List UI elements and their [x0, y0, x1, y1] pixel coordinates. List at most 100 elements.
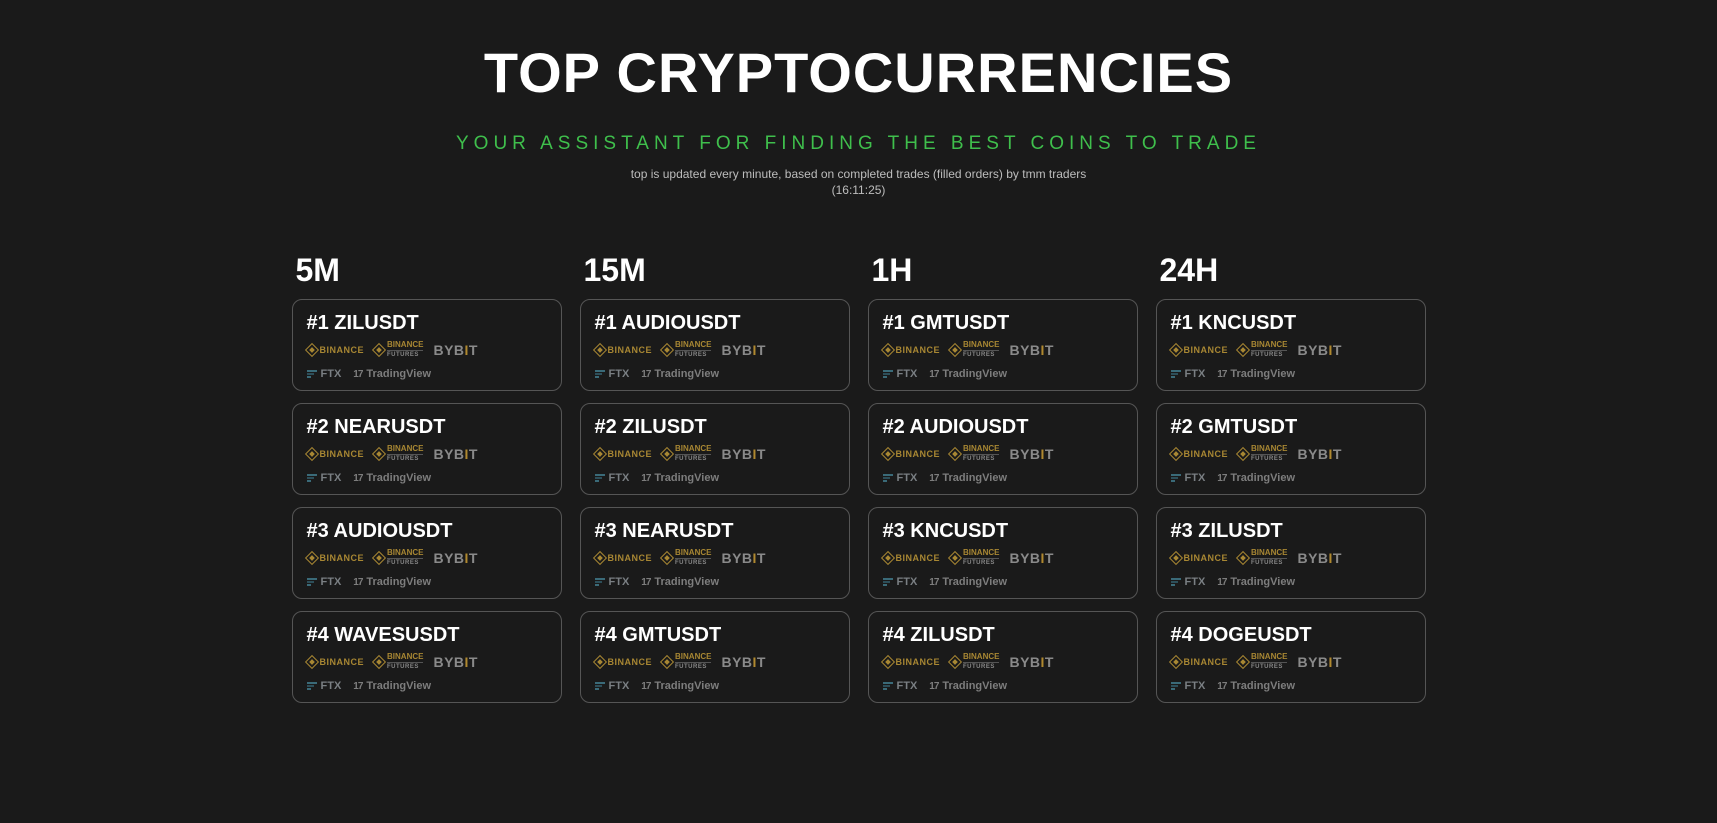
- coin-card[interactable]: #3 NEARUSDT BINANCE BINANCE FUTURES BYBI…: [580, 507, 850, 599]
- binance-futures-link[interactable]: BINANCE FUTURES: [374, 341, 423, 358]
- bybit-link[interactable]: BYBIT: [721, 550, 766, 566]
- ftx-link[interactable]: FTX: [595, 472, 630, 484]
- ftx-link[interactable]: FTX: [1171, 576, 1206, 588]
- tradingview-link[interactable]: 17 TradingView: [1217, 472, 1295, 484]
- coin-card[interactable]: #1 AUDIOUSDT BINANCE BINANCE FUTURES BYB…: [580, 299, 850, 391]
- binance-link[interactable]: BINANCE: [883, 449, 941, 459]
- ftx-link[interactable]: FTX: [307, 680, 342, 692]
- tradingview-label: TradingView: [654, 576, 719, 588]
- binance-futures-sublabel: FUTURES: [963, 662, 999, 670]
- binance-futures-link[interactable]: BINANCE FUTURES: [1238, 341, 1287, 358]
- tradingview-link[interactable]: 17 TradingView: [641, 368, 719, 380]
- tradingview-link[interactable]: 17 TradingView: [929, 368, 1007, 380]
- tradingview-link[interactable]: 17 TradingView: [353, 680, 431, 692]
- binance-futures-link[interactable]: BINANCE FUTURES: [1238, 549, 1287, 566]
- coin-card[interactable]: #4 WAVESUSDT BINANCE BINANCE FUTURES BYB…: [292, 611, 562, 703]
- coin-card[interactable]: #3 KNCUSDT BINANCE BINANCE FUTURES BYBIT…: [868, 507, 1138, 599]
- tradingview-link[interactable]: 17 TradingView: [353, 472, 431, 484]
- binance-futures-link[interactable]: BINANCE FUTURES: [374, 445, 423, 462]
- binance-futures-link[interactable]: BINANCE FUTURES: [662, 549, 711, 566]
- ftx-link[interactable]: FTX: [1171, 680, 1206, 692]
- binance-label: BINANCE: [608, 657, 653, 667]
- tradingview-link[interactable]: 17 TradingView: [353, 368, 431, 380]
- bybit-link[interactable]: BYBIT: [1297, 342, 1342, 358]
- binance-futures-link[interactable]: BINANCE FUTURES: [1238, 653, 1287, 670]
- binance-futures-link[interactable]: BINANCE FUTURES: [950, 653, 999, 670]
- coin-card[interactable]: #3 AUDIOUSDT BINANCE BINANCE FUTURES BYB…: [292, 507, 562, 599]
- binance-link[interactable]: BINANCE: [595, 449, 653, 459]
- bybit-link[interactable]: BYBIT: [721, 654, 766, 670]
- ftx-link[interactable]: FTX: [883, 680, 918, 692]
- tradingview-link[interactable]: 17 TradingView: [1217, 680, 1295, 692]
- tradingview-link[interactable]: 17 TradingView: [1217, 368, 1295, 380]
- binance-link[interactable]: BINANCE: [307, 345, 365, 355]
- binance-link[interactable]: BINANCE: [595, 345, 653, 355]
- coin-card[interactable]: #2 AUDIOUSDT BINANCE BINANCE FUTURES BYB…: [868, 403, 1138, 495]
- ftx-link[interactable]: FTX: [1171, 368, 1206, 380]
- binance-link[interactable]: BINANCE: [307, 449, 365, 459]
- binance-link[interactable]: BINANCE: [595, 657, 653, 667]
- ftx-link[interactable]: FTX: [883, 472, 918, 484]
- bybit-link[interactable]: BYBIT: [1009, 446, 1054, 462]
- binance-link[interactable]: BINANCE: [595, 553, 653, 563]
- tradingview-link[interactable]: 17 TradingView: [641, 576, 719, 588]
- coin-card[interactable]: #1 ZILUSDT BINANCE BINANCE FUTURES BYBIT…: [292, 299, 562, 391]
- bybit-link[interactable]: BYBIT: [433, 446, 478, 462]
- bybit-link[interactable]: BYBIT: [1297, 550, 1342, 566]
- ftx-link[interactable]: FTX: [307, 368, 342, 380]
- coin-card[interactable]: #1 KNCUSDT BINANCE BINANCE FUTURES BYBIT…: [1156, 299, 1426, 391]
- bybit-link[interactable]: BYBIT: [1297, 446, 1342, 462]
- bybit-link[interactable]: BYBIT: [1297, 654, 1342, 670]
- ftx-link[interactable]: FTX: [883, 368, 918, 380]
- ftx-link[interactable]: FTX: [595, 680, 630, 692]
- tradingview-link[interactable]: 17 TradingView: [929, 576, 1007, 588]
- bybit-link[interactable]: BYBIT: [433, 654, 478, 670]
- tradingview-link[interactable]: 17 TradingView: [929, 472, 1007, 484]
- binance-futures-link[interactable]: BINANCE FUTURES: [662, 445, 711, 462]
- binance-futures-link[interactable]: BINANCE FUTURES: [950, 341, 999, 358]
- coin-card[interactable]: #2 NEARUSDT BINANCE BINANCE FUTURES BYBI…: [292, 403, 562, 495]
- binance-link[interactable]: BINANCE: [307, 553, 365, 563]
- binance-link[interactable]: BINANCE: [883, 345, 941, 355]
- ftx-link[interactable]: FTX: [1171, 472, 1206, 484]
- ftx-link[interactable]: FTX: [307, 472, 342, 484]
- bybit-link[interactable]: BYBIT: [1009, 342, 1054, 358]
- coin-card[interactable]: #4 ZILUSDT BINANCE BINANCE FUTURES BYBIT…: [868, 611, 1138, 703]
- coin-card[interactable]: #4 GMTUSDT BINANCE BINANCE FUTURES BYBIT…: [580, 611, 850, 703]
- tradingview-label: TradingView: [1230, 680, 1295, 692]
- ftx-link[interactable]: FTX: [595, 576, 630, 588]
- binance-link[interactable]: BINANCE: [883, 657, 941, 667]
- bybit-link[interactable]: BYBIT: [1009, 654, 1054, 670]
- bybit-link[interactable]: BYBIT: [433, 342, 478, 358]
- ftx-link[interactable]: FTX: [307, 576, 342, 588]
- binance-link[interactable]: BINANCE: [1171, 449, 1229, 459]
- binance-link[interactable]: BINANCE: [883, 553, 941, 563]
- binance-futures-link[interactable]: BINANCE FUTURES: [374, 549, 423, 566]
- binance-link[interactable]: BINANCE: [1171, 553, 1229, 563]
- ftx-link[interactable]: FTX: [883, 576, 918, 588]
- binance-link[interactable]: BINANCE: [307, 657, 365, 667]
- binance-futures-link[interactable]: BINANCE FUTURES: [950, 445, 999, 462]
- binance-futures-link[interactable]: BINANCE FUTURES: [374, 653, 423, 670]
- tradingview-link[interactable]: 17 TradingView: [929, 680, 1007, 692]
- coin-card[interactable]: #1 GMTUSDT BINANCE BINANCE FUTURES BYBIT…: [868, 299, 1138, 391]
- binance-futures-link[interactable]: BINANCE FUTURES: [662, 341, 711, 358]
- bybit-link[interactable]: BYBIT: [433, 550, 478, 566]
- coin-card[interactable]: #2 ZILUSDT BINANCE BINANCE FUTURES BYBIT…: [580, 403, 850, 495]
- coin-card[interactable]: #2 GMTUSDT BINANCE BINANCE FUTURES BYBIT…: [1156, 403, 1426, 495]
- binance-link[interactable]: BINANCE: [1171, 345, 1229, 355]
- tradingview-link[interactable]: 17 TradingView: [1217, 576, 1295, 588]
- coin-card[interactable]: #3 ZILUSDT BINANCE BINANCE FUTURES BYBIT…: [1156, 507, 1426, 599]
- tradingview-link[interactable]: 17 TradingView: [353, 576, 431, 588]
- binance-link[interactable]: BINANCE: [1171, 657, 1229, 667]
- binance-futures-link[interactable]: BINANCE FUTURES: [1238, 445, 1287, 462]
- bybit-link[interactable]: BYBIT: [721, 342, 766, 358]
- bybit-link[interactable]: BYBIT: [1009, 550, 1054, 566]
- tradingview-link[interactable]: 17 TradingView: [641, 472, 719, 484]
- ftx-link[interactable]: FTX: [595, 368, 630, 380]
- coin-card[interactable]: #4 DOGEUSDT BINANCE BINANCE FUTURES BYBI…: [1156, 611, 1426, 703]
- binance-futures-link[interactable]: BINANCE FUTURES: [950, 549, 999, 566]
- binance-futures-link[interactable]: BINANCE FUTURES: [662, 653, 711, 670]
- tradingview-link[interactable]: 17 TradingView: [641, 680, 719, 692]
- bybit-link[interactable]: BYBIT: [721, 446, 766, 462]
